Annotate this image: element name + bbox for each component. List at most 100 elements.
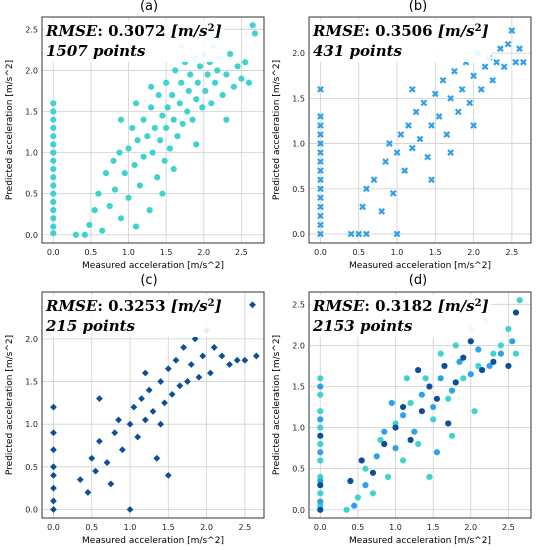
data-point [347, 477, 354, 485]
data-point [141, 416, 149, 424]
rmse-unit: [m/s [171, 297, 208, 315]
annotation-rmse: RMSE: 0.3506 [m/s2] [312, 22, 489, 40]
data-point [118, 446, 126, 454]
data-point [161, 157, 168, 164]
annotation-points: 2153 points [312, 317, 413, 335]
x-axis-label: Measured acceleration [m/s^2] [349, 261, 491, 271]
plot-frame [308, 291, 532, 519]
data-point [157, 420, 165, 428]
data-point [163, 124, 170, 132]
x-tick-label: 1.5 [162, 523, 175, 532]
rmse-value: : 0.3072 [97, 22, 170, 40]
data-point [50, 174, 57, 181]
data-point [500, 63, 508, 71]
data-point [486, 362, 493, 370]
data-point [445, 395, 452, 402]
data-point [362, 465, 369, 472]
data-point [369, 490, 377, 497]
data-point [519, 58, 527, 66]
data-point [76, 476, 84, 484]
data-point [172, 67, 179, 74]
rmse-value: : 0.3253 [97, 297, 170, 315]
data-point [317, 149, 324, 156]
data-point [317, 176, 324, 184]
data-point [208, 100, 215, 107]
data-point [415, 366, 422, 374]
data-point [50, 124, 57, 132]
annotation-points: 215 points [45, 317, 136, 335]
data-point [363, 230, 370, 238]
data-point [456, 358, 463, 365]
data-point [110, 157, 117, 164]
data-point [50, 223, 57, 230]
data-point [168, 390, 176, 398]
data-point [238, 75, 245, 82]
rmse-unit: [m/s [171, 22, 208, 40]
rmse-label: RMSE [45, 22, 98, 40]
data-point [392, 424, 399, 431]
data-point [144, 133, 151, 140]
data-point [157, 137, 164, 144]
data-point [317, 375, 324, 382]
data-point [207, 369, 214, 377]
data-point [117, 116, 125, 123]
panel-label: (c) [140, 273, 157, 288]
data-point [317, 221, 324, 229]
data-point [399, 403, 407, 411]
data-point [431, 90, 439, 98]
data-point [467, 338, 474, 345]
data-point [454, 108, 462, 116]
data-point [381, 440, 388, 448]
x-axis-label: Measured acceleration [m/s^2] [82, 261, 224, 271]
data-point [317, 391, 324, 398]
data-point [140, 153, 147, 160]
data-point [81, 231, 88, 238]
data-point [418, 408, 425, 415]
data-point [106, 202, 113, 210]
data-point [204, 71, 211, 78]
data-point [354, 494, 362, 501]
data-point [99, 227, 106, 234]
data-point [433, 395, 441, 402]
x-axis-label: Measured acceleration [m/s^2] [82, 536, 224, 546]
x-tick-label: 2.5 [505, 248, 518, 257]
data-point [490, 350, 497, 357]
rmse-label: RMSE [312, 297, 365, 315]
data-point [148, 104, 155, 111]
annotation-rmse: RMSE: 0.3253 [m/s2] [45, 297, 222, 315]
data-point [125, 194, 132, 201]
annotation-rmse: RMSE: 0.3072 [m/s2] [45, 22, 222, 40]
y-tick-label: 1.5 [25, 378, 38, 387]
data-point [437, 350, 444, 357]
data-point [195, 373, 203, 381]
data-point [184, 378, 191, 385]
data-point [223, 71, 230, 78]
data-point [373, 453, 380, 460]
rmse-unit: [m/s [438, 297, 475, 315]
data-point [363, 185, 370, 193]
data-point [199, 104, 206, 111]
data-point [384, 473, 392, 481]
data-point [399, 412, 407, 419]
data-point [317, 167, 324, 175]
data-point [125, 145, 132, 152]
data-point [214, 67, 221, 74]
data-point [508, 27, 516, 34]
data-point [50, 108, 57, 115]
data-point [504, 40, 512, 48]
data-point [129, 124, 136, 132]
data-point [218, 352, 226, 360]
data-point [418, 391, 425, 398]
x-tick-label: 1.0 [389, 523, 402, 532]
data-point [471, 408, 478, 415]
panel-label: (d) [409, 273, 427, 288]
y-tick-label: 0.5 [292, 465, 305, 474]
x-tick-label: 0.0 [47, 248, 60, 257]
data-point [116, 149, 123, 156]
data-point [467, 371, 474, 378]
data-point [405, 122, 412, 129]
x-tick-label: 2.5 [238, 523, 251, 532]
x-tick-label: 0.5 [85, 523, 98, 532]
data-point [138, 395, 145, 403]
data-point [159, 112, 166, 119]
